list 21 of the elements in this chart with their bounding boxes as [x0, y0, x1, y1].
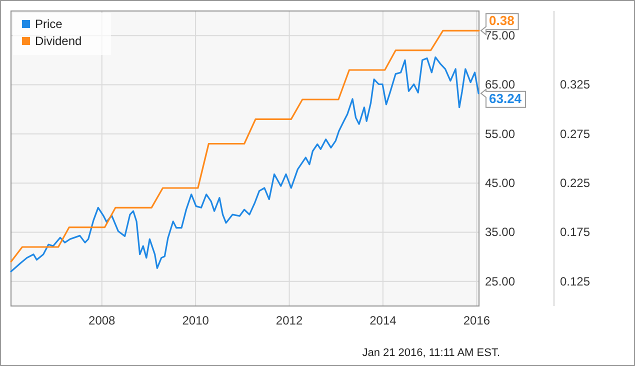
y-tick-label: 45.00 — [485, 176, 516, 190]
y2-tick-label: 0.325 — [560, 78, 590, 92]
y-tick-label: 55.00 — [485, 126, 516, 141]
value-tag: 63.24 — [480, 88, 526, 108]
y2-tick-label: 0.175 — [560, 225, 590, 240]
text: Jan 21 2016, 11:11 AM EST. — [362, 347, 500, 359]
x-tick-label: 2008 — [88, 314, 116, 328]
x-tick-label: 2016 — [463, 314, 490, 328]
y2-tick-label: 0.275 — [560, 126, 590, 141]
y-tick-label: 35.00 — [485, 225, 516, 240]
y-tick-label: 75.00 — [485, 28, 516, 42]
y2-tick-label: 0.125 — [560, 274, 590, 288]
y2-tick-label: 0.225 — [560, 176, 590, 190]
data-label: 0.38 — [489, 13, 514, 28]
data-label: 63.24 — [489, 90, 522, 106]
x-tick-label: 2012 — [276, 314, 303, 328]
x-tick-label: 2014 — [370, 314, 397, 328]
legend-label: Dividend — [35, 34, 82, 48]
legend-label: Price — [35, 17, 63, 31]
y-tick-label: 25.00 — [485, 274, 516, 288]
x-tick-label: 2010 — [182, 314, 210, 328]
